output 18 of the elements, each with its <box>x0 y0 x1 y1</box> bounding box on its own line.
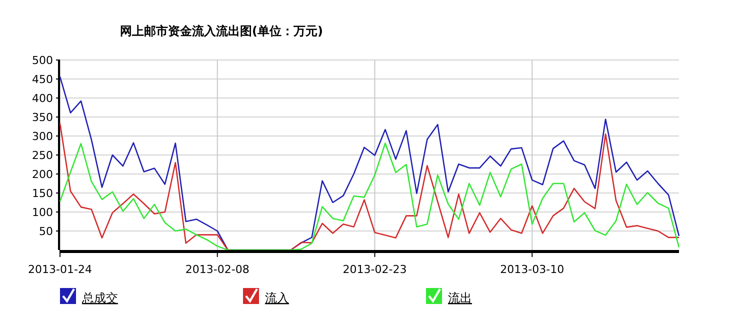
y-tick-label: 350 <box>32 111 53 124</box>
y-tick-label: 500 <box>32 54 53 67</box>
y-tick-label: 100 <box>32 206 53 219</box>
legend-label: 总成交 <box>81 291 118 305</box>
y-tick-label: 400 <box>32 92 53 105</box>
y-tick-label: 300 <box>32 130 53 143</box>
y-tick-label: 150 <box>32 187 53 200</box>
y-tick-label: 200 <box>32 168 53 181</box>
x-tick-label: 2013-01-24 <box>28 263 92 276</box>
y-tick-label: 50 <box>39 225 53 238</box>
legend-label: 流出 <box>448 291 472 305</box>
x-tick-label: 2013-03-10 <box>500 263 564 276</box>
y-tick-label: 450 <box>32 73 53 86</box>
legend-label: 流入 <box>265 291 289 305</box>
y-tick-label: 250 <box>32 149 53 162</box>
x-tick-label: 2013-02-08 <box>185 263 250 276</box>
x-tick-label: 2013-02-23 <box>342 263 407 276</box>
chart-title: 网上邮市资金流入流出图(单位：万元) <box>120 24 323 38</box>
